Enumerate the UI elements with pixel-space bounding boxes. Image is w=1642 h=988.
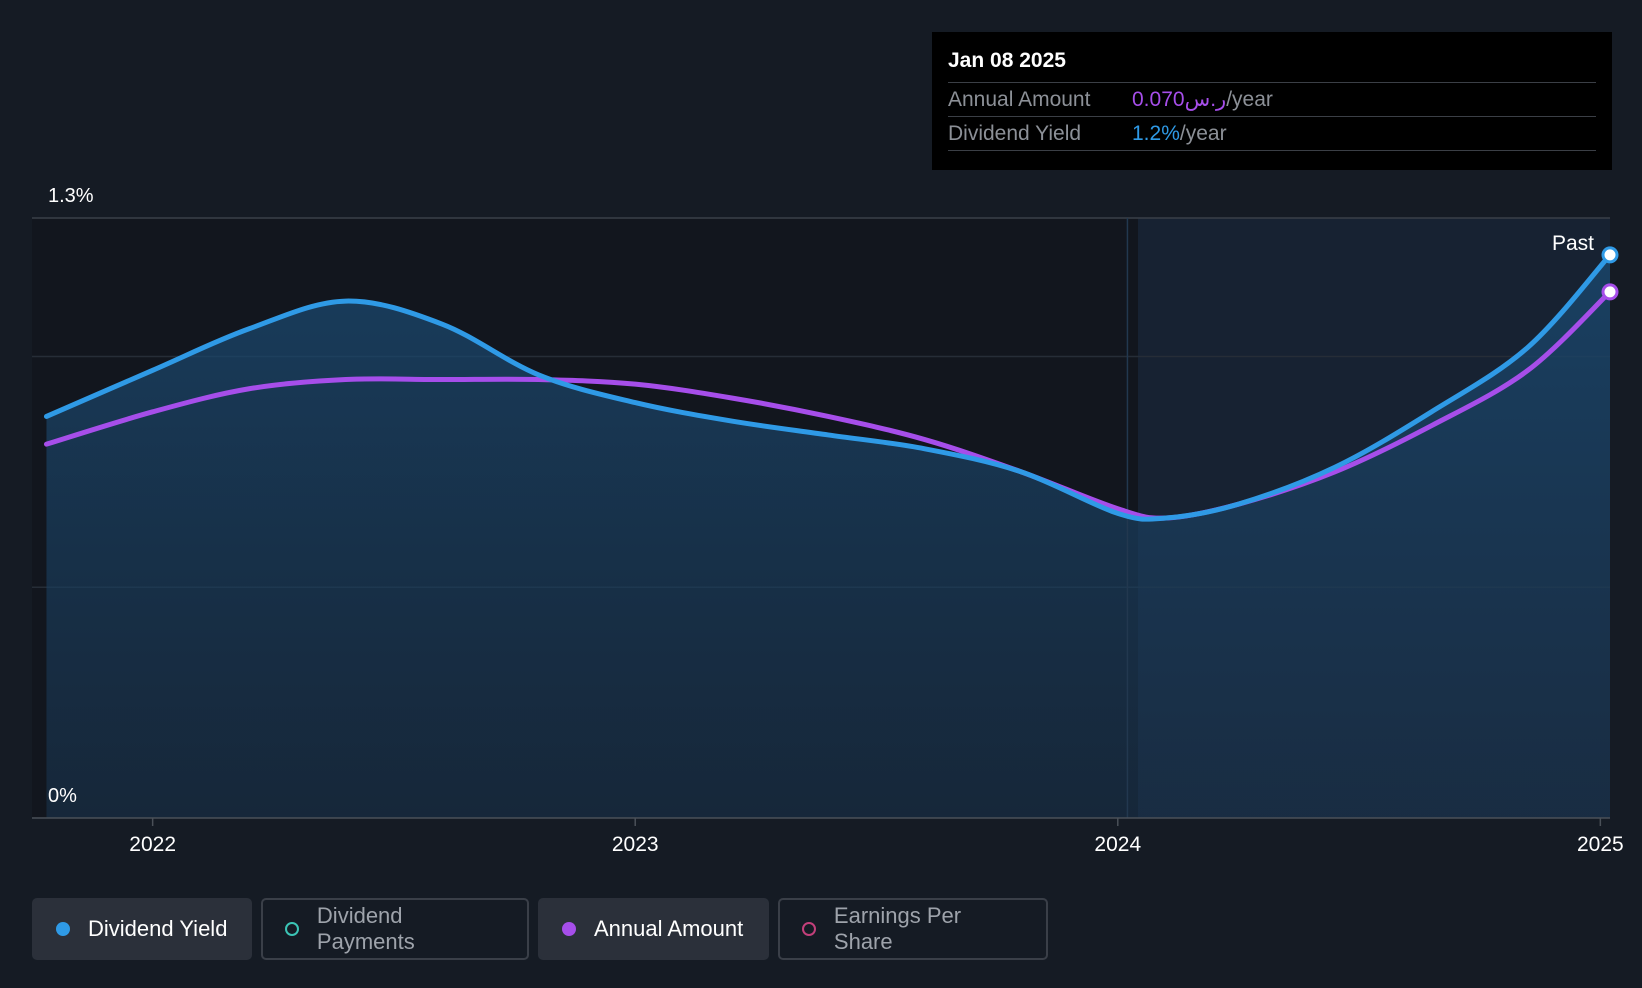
legend-earnings-per-share[interactable]: Earnings Per Share (778, 898, 1048, 960)
past-label: Past (1552, 232, 1594, 255)
tooltip-yield-value: 1.2% (1132, 122, 1180, 145)
y-tick-label-top: 1.3% (48, 185, 94, 207)
annual-amount-line (43, 289, 1613, 521)
data-tooltip: Jan 08 2025 Annual Amount 0.070ر.س /year… (932, 32, 1612, 170)
tooltip-date: Jan 08 2025 (948, 49, 1066, 72)
x-tick-label: 2025 (1577, 833, 1624, 856)
chart-legend: Dividend Yield Dividend Payments Annual … (32, 898, 1048, 962)
legend-dividend-yield-label: Dividend Yield (88, 916, 228, 941)
annual-end-marker (1601, 283, 1619, 301)
annual-amount-dot-icon (562, 922, 576, 936)
x-axis-ticks: 2022 2023 2024 2025 (129, 818, 1624, 856)
dividend-chart: 2022 2023 2024 2025 1.3% 0% Past (32, 185, 1624, 856)
x-tick-label: 2024 (1094, 833, 1141, 856)
dividend-yield-dot-icon (56, 922, 70, 936)
dividend-yield-line (43, 252, 1613, 522)
legend-dividend-payments[interactable]: Dividend Payments (261, 898, 529, 960)
legend-annual-amount-label: Annual Amount (594, 916, 744, 941)
yield-area (46, 254, 1611, 818)
tooltip-yield-label: Dividend Yield (948, 122, 1082, 145)
earnings-per-share-ring-icon (802, 922, 816, 936)
dividend-payments-ring-icon (285, 922, 299, 936)
tooltip-annual-row: Annual Amount 0.070ر.س /year (948, 82, 1596, 116)
x-tick-label: 2022 (129, 833, 176, 856)
tooltip-annual-value: 0.070ر.س (1132, 88, 1227, 111)
tooltip-annual-unit: /year (1226, 88, 1273, 111)
legend-earnings-per-share-label: Earnings Per Share (833, 903, 962, 954)
legend-annual-amount[interactable]: Annual Amount (538, 898, 769, 960)
legend-dividend-payments-label: Dividend Payments (316, 903, 415, 954)
yield-end-marker (1601, 246, 1619, 264)
tooltip-yield-row: Dividend Yield 1.2% /year (948, 116, 1596, 151)
legend-dividend-yield[interactable]: Dividend Yield (32, 898, 252, 960)
x-tick-label: 2023 (612, 833, 659, 856)
y-tick-label-bottom: 0% (48, 785, 77, 807)
tooltip-annual-label: Annual Amount (948, 88, 1091, 111)
tooltip-yield-unit: /year (1179, 122, 1227, 145)
